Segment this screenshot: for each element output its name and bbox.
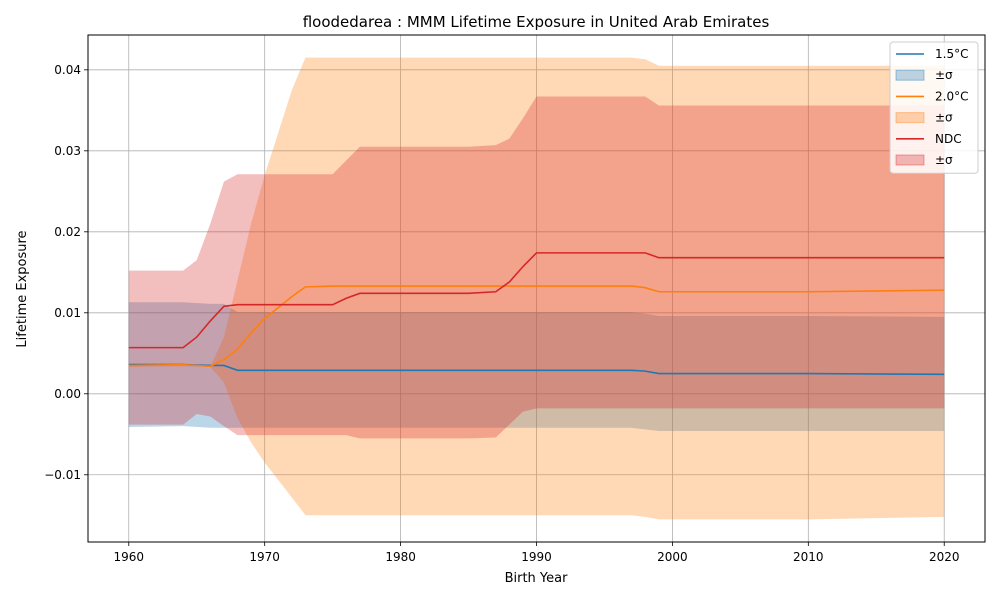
y-tick-label: 0.03 [54,144,81,158]
y-tick-label: 0.02 [54,225,81,239]
grid [88,35,985,542]
legend-band-label: ±σ [935,153,953,167]
x-tick-label: 1960 [113,550,144,564]
x-tick-label: 1970 [249,550,280,564]
band-ndc [128,96,945,439]
line-ndc [128,252,945,349]
legend-band-label: ±σ [935,111,953,125]
legend-box [889,41,979,174]
legend-band-swatch [895,112,925,124]
x-tick-label: 2000 [657,550,688,564]
legend-band-swatch [895,154,925,166]
y-tick-label: −0.01 [44,468,81,482]
x-axis-label: Birth Year [505,571,569,586]
y-tick-label: 0.01 [54,306,81,320]
lines [128,252,945,376]
y-axis-label: Lifetime Exposure [15,230,30,347]
y-tick-label: 0.00 [54,387,81,401]
legend: 1.5°C ±σ 2.0°C ±σ NDC ±σ [889,41,979,174]
x-tick-label: 2010 [793,550,824,564]
legend-band-swatch [895,69,925,81]
legend-band-label: ±σ [935,68,953,82]
legend-label: NDC [935,132,962,146]
x-tick-label: 2020 [929,550,960,564]
x-ticks: 1960 1970 1980 1990 2000 2010 2020 [113,542,960,564]
x-tick-label: 1990 [521,550,552,564]
band-2-0-c [128,57,945,520]
y-ticks: −0.01 0.00 0.01 0.02 0.03 0.04 [44,63,88,482]
line-2-0-c [128,285,945,368]
y-tick-label: 0.04 [54,63,81,77]
legend-label: 1.5°C [935,47,968,61]
band-1-5-c [128,302,945,432]
chart-title: floodedarea : MMM Lifetime Exposure in U… [303,13,770,31]
legend-label: 2.0°C [935,89,968,103]
bands [128,57,945,520]
x-tick-label: 1980 [385,550,416,564]
